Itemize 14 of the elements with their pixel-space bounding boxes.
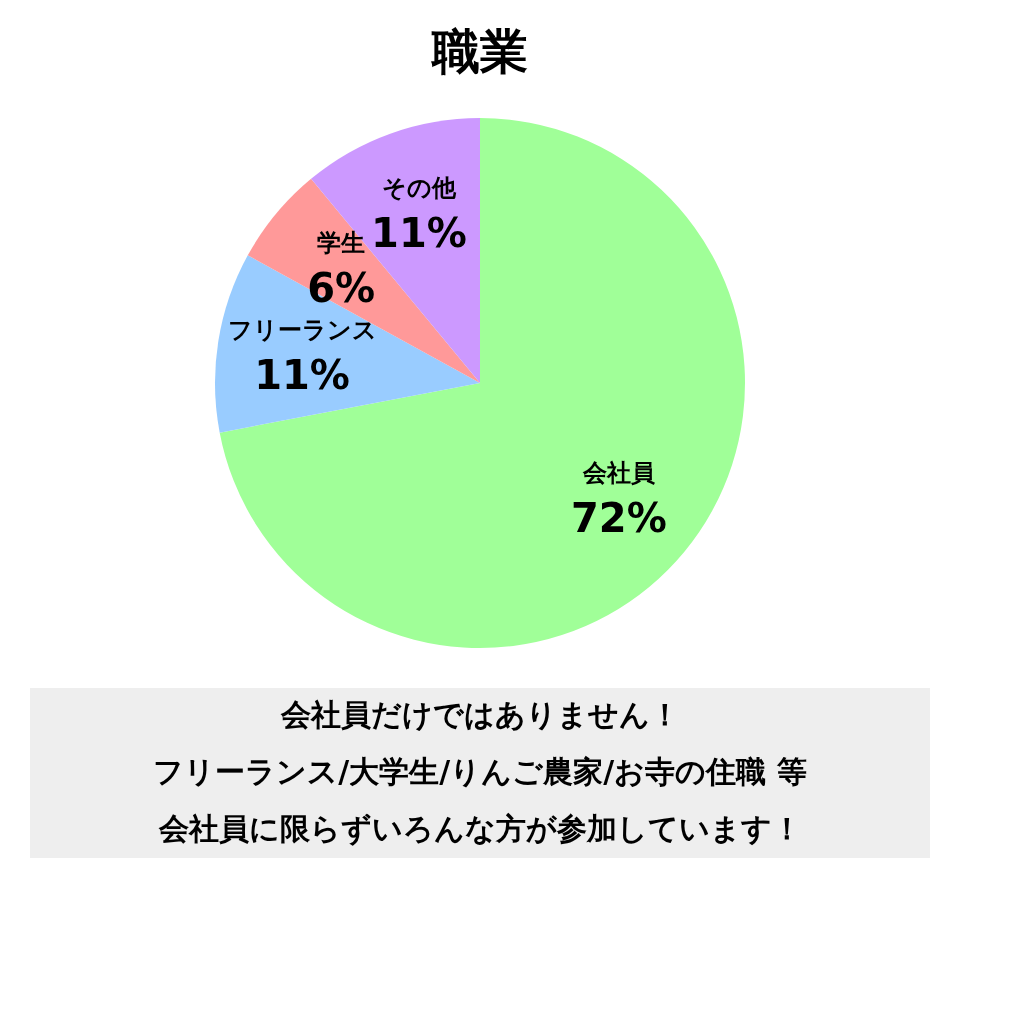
text: 会社員だけではありません！ <box>279 697 680 733</box>
chart-title: 職業 <box>430 23 528 79</box>
text: フリーランス/大学生/りんご農家/お寺の住職 等 <box>153 754 807 789</box>
pie-slice <box>219 118 745 648</box>
slice-label: 学生 <box>317 229 366 258</box>
data-label: 11% <box>371 210 467 257</box>
slice-label: 会社員 <box>581 458 655 487</box>
data-label: 72% <box>570 494 667 541</box>
data-label: 11% <box>254 351 350 398</box>
pie-slice <box>215 255 480 433</box>
text: 会社員に限らずいろんな方が参加しています！ <box>157 810 802 846</box>
data-label: 6% <box>307 265 376 312</box>
slice-label: フリーランス <box>227 315 377 344</box>
slice-label: その他 <box>381 174 457 203</box>
